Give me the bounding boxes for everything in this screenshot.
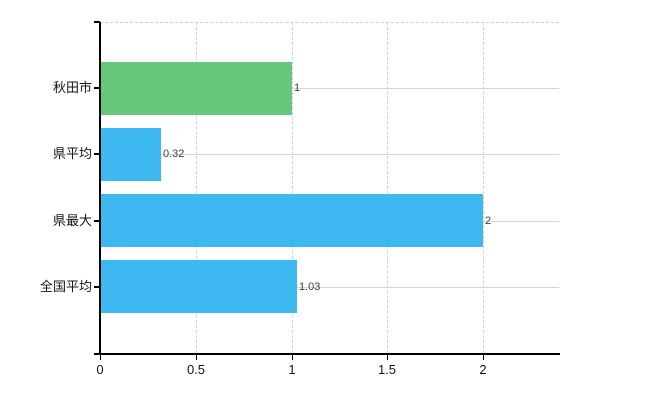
bar-value-label-2: 2 bbox=[485, 215, 492, 227]
x-axis-tick-2 bbox=[292, 355, 293, 360]
x-axis-tick-0 bbox=[100, 355, 101, 360]
gridline-horizontal-1 bbox=[101, 154, 559, 155]
bar-0 bbox=[101, 62, 292, 115]
x-axis-tick-label-3: 1.5 bbox=[377, 362, 397, 377]
category-label-3: 全国平均 bbox=[39, 279, 92, 294]
bar-value-label-3: 1.03 bbox=[299, 281, 321, 293]
gridline-vertical-2 bbox=[292, 22, 293, 353]
bar-3 bbox=[101, 260, 297, 313]
bar-value-label-0: 1 bbox=[294, 82, 301, 94]
y-axis-tick-3 bbox=[94, 286, 100, 288]
y-axis-tick-1 bbox=[94, 153, 100, 155]
x-axis-tick-4 bbox=[483, 355, 484, 360]
bar-1 bbox=[101, 128, 161, 181]
x-axis-tick-label-1: 0.5 bbox=[186, 362, 206, 377]
gridline-horizontal-3 bbox=[101, 287, 559, 288]
x-axis-tick-3 bbox=[387, 355, 388, 360]
plot-top-border bbox=[100, 22, 559, 23]
x-axis-tick-1 bbox=[196, 355, 197, 360]
category-label-2: 県最大 bbox=[52, 213, 92, 228]
gridline-vertical-4 bbox=[483, 22, 484, 353]
x-axis-line bbox=[94, 353, 560, 355]
gridline-vertical-3 bbox=[387, 22, 388, 353]
gridline-vertical-1 bbox=[196, 22, 197, 353]
gridline-horizontal-0 bbox=[101, 88, 559, 89]
y-axis-line bbox=[99, 22, 101, 353]
category-label-1: 県平均 bbox=[52, 146, 92, 161]
x-axis-tick-label-4: 2 bbox=[479, 362, 487, 377]
y-axis-tick-2 bbox=[94, 220, 100, 222]
category-label-0: 秋田市 bbox=[52, 80, 92, 95]
x-axis-tick-label-2: 1 bbox=[288, 362, 296, 377]
y-axis-tick-top bbox=[94, 21, 100, 23]
bar-2 bbox=[101, 194, 483, 247]
bar-value-label-1: 0.32 bbox=[163, 148, 185, 160]
x-axis-tick-label-0: 0 bbox=[96, 362, 104, 377]
y-axis-tick-0 bbox=[94, 87, 100, 89]
